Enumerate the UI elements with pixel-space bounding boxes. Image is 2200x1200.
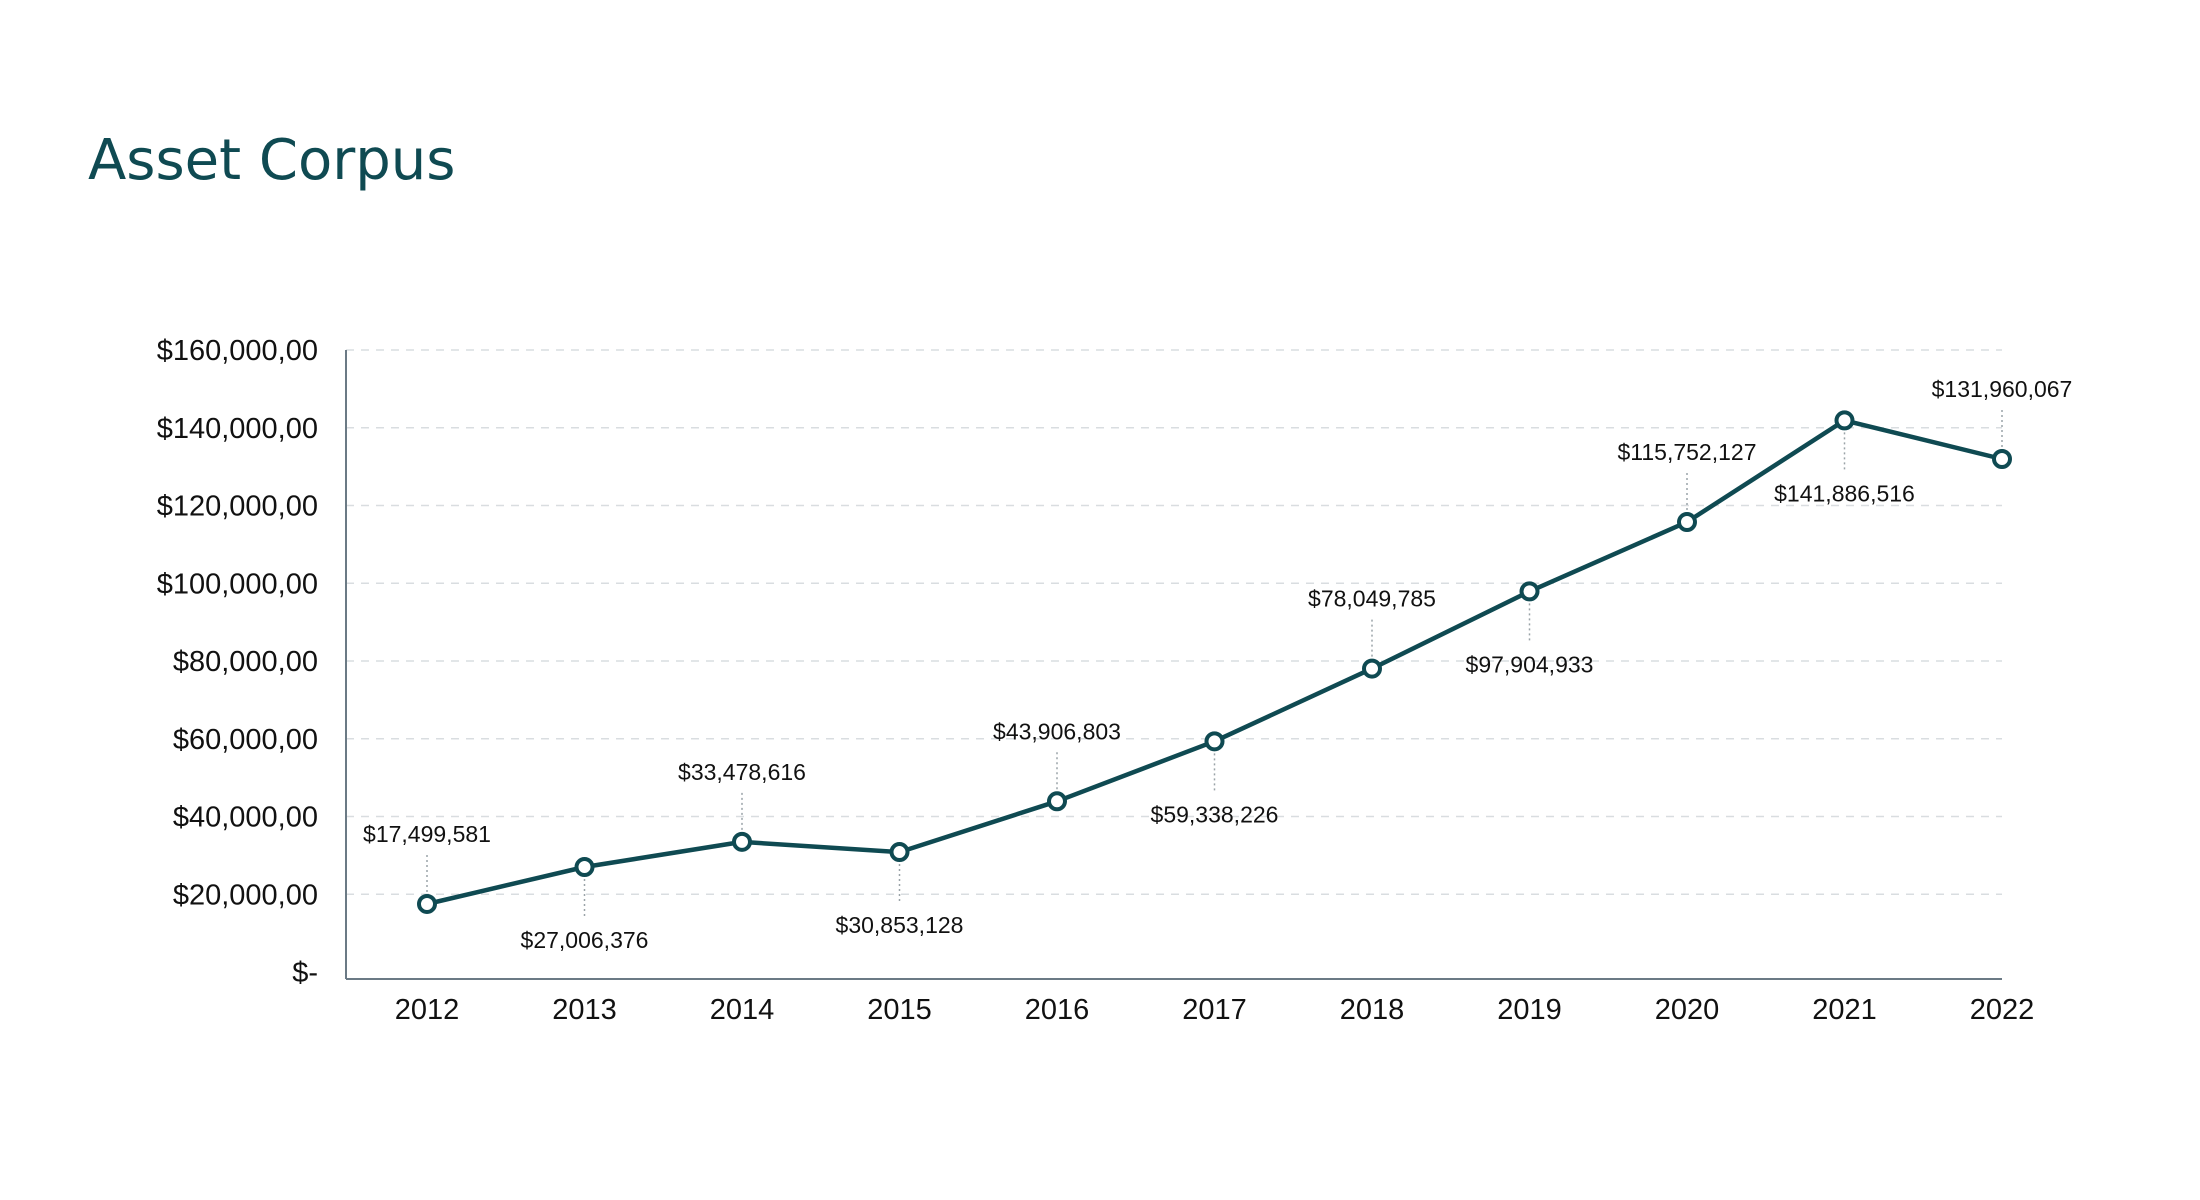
data-point [1992,449,2012,470]
series-line [424,418,2005,907]
y-tick-label: $160,000,00 [157,335,318,367]
data-label: $33,478,616 [678,759,806,785]
data-label: $141,886,516 [1774,480,1915,506]
y-tick-label: $120,000,00 [157,491,318,523]
data-points [417,410,2012,914]
x-tick-label: 2018 [1340,994,1405,1026]
data-point [1047,791,1067,812]
x-tick-label: 2017 [1182,994,1247,1026]
data-point [1519,581,1540,602]
data-label: $27,006,376 [521,927,649,953]
x-tick-label: 2013 [552,994,617,1026]
data-point [574,857,595,878]
y-tick-label: $20,000,00 [173,879,318,911]
data-label: $131,960,067 [1932,376,2073,402]
data-label: $30,853,128 [836,912,964,938]
data-point [1834,410,1855,431]
data-point [1677,512,1697,533]
y-tick-label: $- [292,957,318,989]
data-point [732,831,752,852]
data-point [1362,658,1382,679]
x-tick-label: 2014 [710,994,775,1026]
data-label: $78,049,785 [1308,586,1436,612]
y-tick-label: $80,000,00 [173,646,318,678]
data-label: $59,338,226 [1151,801,1279,827]
y-tick-label: $60,000,00 [173,724,318,756]
x-tick-label: 2020 [1655,994,1720,1026]
x-tick-label: 2019 [1497,994,1562,1026]
data-labels: $17,499,581 $27,006,376 $33,478,616 $30,853… [363,376,2072,953]
gridlines [346,349,2002,895]
chart-title: Asset Corpus [88,128,456,193]
y-axis-tick-labels: $- $20,000,00 $40,000,00 $60,000,00 $80,000,… [157,335,318,989]
data-label: $43,906,803 [993,718,1121,744]
x-tick-label: 2016 [1025,994,1090,1026]
x-tick-label: 2022 [1970,994,2035,1026]
x-tick-label: 2015 [867,994,932,1026]
data-label: $97,904,933 [1466,651,1594,677]
x-axis-tick-labels: 2012 2013 2014 2015 2016 2017 2018 2019 2020 2021… [395,994,2035,1026]
label-leader-lines [426,407,2003,920]
data-label: $17,499,581 [363,821,491,847]
x-tick-label: 2012 [395,994,460,1026]
x-tick-label: 2021 [1812,994,1877,1026]
data-point [417,893,437,914]
y-tick-label: $40,000,00 [173,802,318,834]
data-label: $115,752,127 [1618,439,1757,465]
axes [345,350,2002,980]
data-point [889,842,910,863]
y-tick-label: $100,000,00 [157,568,318,600]
data-point [1204,731,1225,752]
y-tick-label: $140,000,00 [157,413,318,445]
series-line-path [424,418,2005,907]
